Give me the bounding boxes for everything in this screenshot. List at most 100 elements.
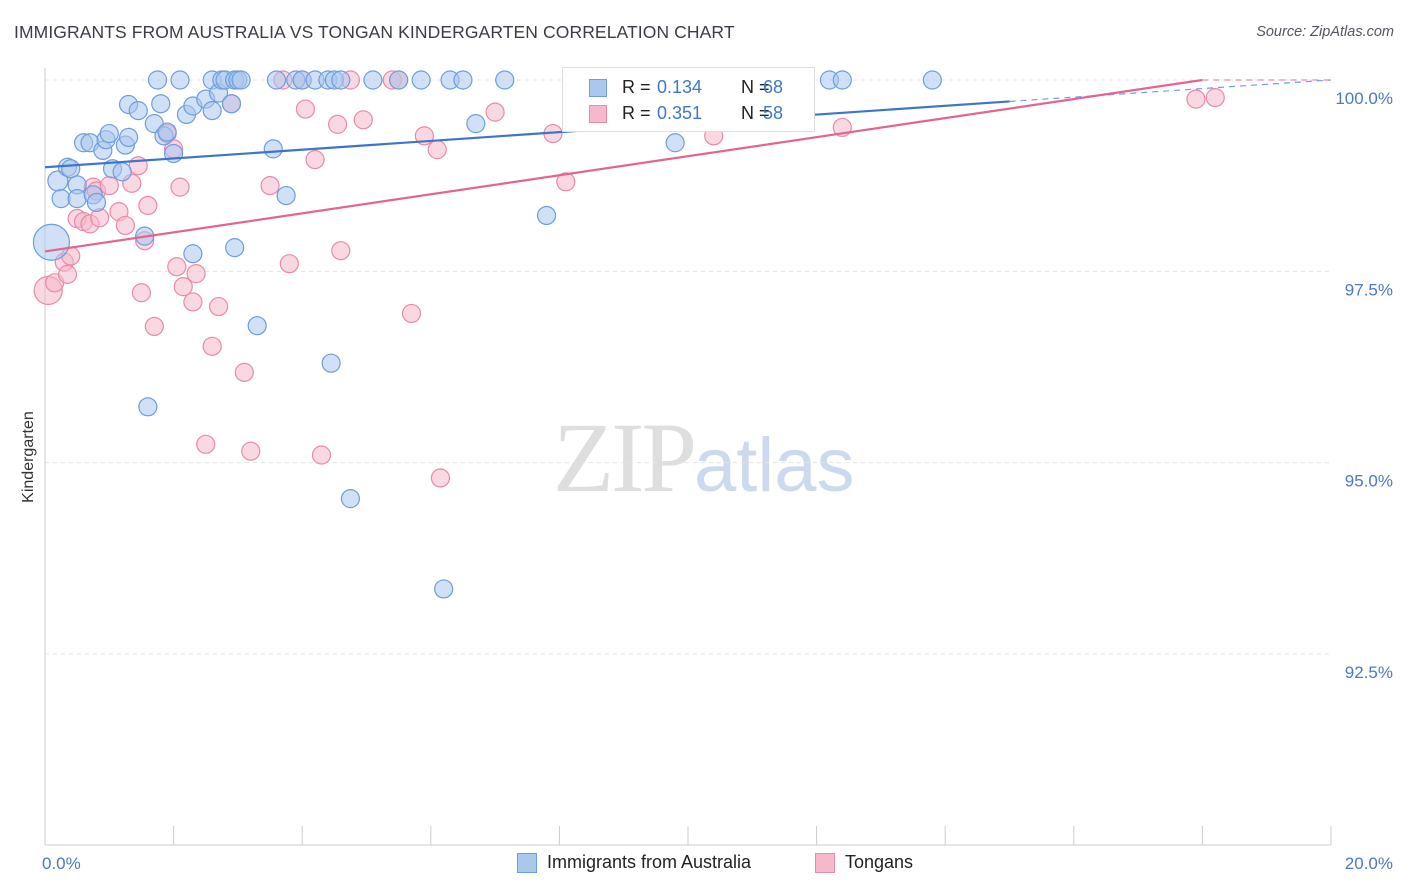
point-tongans [167,257,187,277]
point-australia [247,316,267,336]
point-australia [231,70,251,90]
series-australia-points [32,70,942,599]
point-tongans [196,434,216,454]
point-australia [51,189,71,209]
trend-line-tongans [44,78,1203,253]
chart-title: IMMIGRANTS FROM AUSTRALIA VS TONGAN KIND… [14,22,735,42]
point-tongans [186,264,206,284]
point-tongans [202,336,222,356]
point-australia [147,70,168,90]
point-tongans [115,215,135,236]
point-australia [151,94,171,114]
point-australia [67,189,87,209]
point-tongans [485,102,505,122]
point-australia [266,70,287,90]
legend-r-value: 0.351 [657,103,703,123]
point-tongans [1186,89,1206,109]
point-australia [61,159,81,179]
point-australia [832,70,852,90]
trend-line-australia [44,100,1010,169]
y-axis-label: Kindergarten [20,411,37,503]
point-australia [128,101,148,121]
legend-swatch-australia [589,79,607,97]
point-tongans [305,149,325,170]
axis-labels: 92.5% 95.0% 97.5% 100.0% 0.0% 20.0% Kindergart… [20,89,1393,873]
x-tick-label-min: 0.0% [42,854,81,873]
point-australia [32,223,71,261]
point-australia [99,123,119,144]
legend-r-label: R = [622,103,651,123]
point-tongans [209,296,229,317]
point-australia [389,70,409,90]
point-australia [202,101,222,121]
bottom-legend-tongans[interactable]: Tongans [815,852,935,876]
trend-lines [44,78,1332,253]
point-tongans [430,468,451,488]
point-australia [331,70,351,90]
watermark-atlas: atlas [694,423,855,508]
legend-n-label: N = [741,77,770,97]
point-tongans [170,177,190,197]
point-tongans [427,140,447,160]
point-tongans [173,277,193,297]
bottom-legend-label-tongans: Tongans [845,852,914,872]
point-australia [922,70,942,90]
point-australia [411,70,431,90]
point-tongans [331,241,351,261]
point-australia [86,192,107,213]
point-tongans [138,195,158,216]
y-tick-label: 95.0% [1345,472,1393,491]
legend-r-label: R = [622,77,651,97]
point-australia [340,489,361,509]
point-tongans [260,176,280,196]
point-tongans [353,110,373,130]
point-tongans [131,283,152,303]
point-australia [363,70,383,90]
point-tongans [99,176,119,196]
legend-n-value: 58 [763,103,784,123]
point-tongans [295,99,316,119]
point-tongans [183,292,203,312]
point-australia [225,238,245,258]
source-label: Source: ZipAtlas.com [1256,24,1394,40]
bottom-legend-australia[interactable]: Immigrants from Australia [517,852,797,876]
legend-n-label: N = [741,103,770,123]
point-tongans [241,441,261,461]
point-australia [138,397,158,417]
point-tongans [57,264,78,284]
legend-n-value: 68 [763,77,784,97]
axes [44,68,1332,846]
series-tongans-points [33,70,1225,488]
stats-legend: R = 0.134 N = 68 R = 0.351 N = 58 [562,67,815,132]
watermark: ZIPatlas [553,400,855,515]
point-australia [466,114,486,134]
point-tongans [1205,88,1225,108]
point-australia [221,94,242,114]
bottom-legend-label-australia: Immigrants from Australia [547,852,752,872]
trend-extension-australia [1009,79,1332,103]
watermark-zip: ZIP [553,402,697,513]
point-tongans [279,254,299,274]
x-tick-label-max: 20.0% [1345,854,1393,873]
point-australia [118,127,139,147]
legend-r-value: 0.134 [657,77,703,97]
point-australia [157,122,177,142]
y-tick-label: 92.5% [1345,663,1393,682]
point-australia [536,205,557,226]
point-australia [276,185,296,206]
point-australia [321,353,341,373]
point-tongans [311,445,332,465]
bottom-legend-swatch-australia [517,853,537,873]
point-australia [665,133,685,153]
point-australia [453,70,473,90]
point-australia [170,70,190,90]
point-australia [112,162,132,182]
point-australia [183,244,203,264]
bottom-legend-swatch-tongans [815,853,835,873]
legend-swatch-tongans [589,105,607,123]
point-tongans [327,114,348,134]
point-tongans [234,362,254,382]
y-tick-label: 100.0% [1335,89,1393,108]
point-australia [495,70,515,90]
